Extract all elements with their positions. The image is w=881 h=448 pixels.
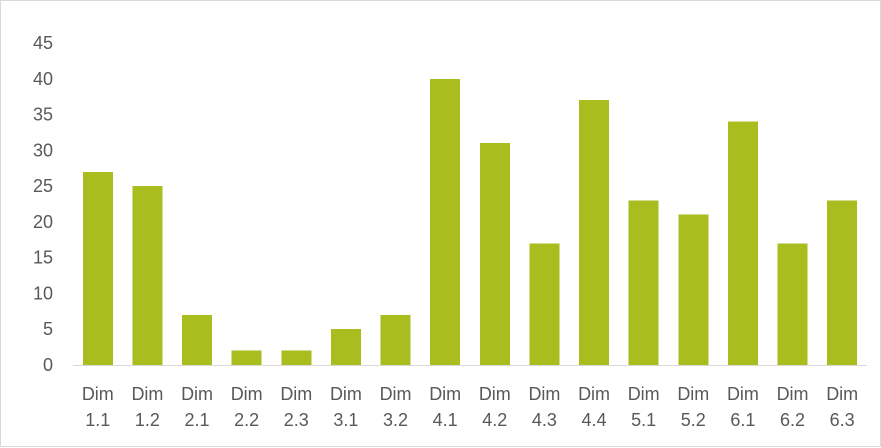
x-tick-label-line: 4.4 (582, 410, 607, 430)
x-tick-label: Dim 1.1 (82, 384, 114, 430)
bar (231, 350, 262, 365)
bar (132, 186, 163, 365)
x-tick-label-line: 3.1 (333, 410, 358, 430)
x-tick-label-line: 3.2 (383, 410, 408, 430)
x-tick-label: Dim 5.2 (677, 384, 709, 430)
x-tick-label: Dim 1.2 (131, 384, 163, 430)
x-tick-label: Dim 2.2 (231, 384, 263, 430)
x-tick-label-line: 5.2 (681, 410, 706, 430)
x-tick-label-line: 4.2 (482, 410, 507, 430)
x-tick-label: Dim 4.1 (429, 384, 461, 430)
x-tick-label-line: Dim (82, 384, 114, 404)
x-tick-label: Dim 4.3 (528, 384, 560, 430)
y-tick-label: 35 (33, 105, 53, 125)
x-tick-label-line: Dim (578, 384, 610, 404)
x-tick-label: Dim 3.2 (380, 384, 412, 430)
bar (678, 214, 709, 365)
x-tick-label: Dim 6.3 (826, 384, 858, 430)
bar (529, 243, 560, 365)
x-tick-label-line: 4.1 (433, 410, 458, 430)
x-tick-label-line: 1.2 (135, 410, 160, 430)
x-tick-label-line: Dim (429, 384, 461, 404)
x-tick-label: Dim 2.3 (280, 384, 312, 430)
bar (281, 350, 312, 365)
x-tick-label-line: Dim (330, 384, 362, 404)
y-tick-label: 20 (33, 212, 53, 232)
x-tick-label-line: 2.3 (284, 410, 309, 430)
x-tick-label: Dim 4.4 (578, 384, 610, 430)
x-tick-label-line: Dim (231, 384, 263, 404)
bar (479, 143, 510, 365)
y-tick-label: 25 (33, 176, 53, 196)
bar (827, 200, 858, 365)
bar (579, 100, 610, 365)
x-tick-label-line: 6.2 (780, 410, 805, 430)
x-tick-label-line: Dim (479, 384, 511, 404)
bar (777, 243, 808, 365)
bar (430, 78, 461, 366)
x-tick-label-line: Dim (181, 384, 213, 404)
x-tick-label-line: Dim (280, 384, 312, 404)
x-tick-label: Dim 5.1 (628, 384, 660, 430)
x-tick-label-line: 6.3 (830, 410, 855, 430)
bar (727, 121, 758, 365)
x-tick-label: Dim 2.1 (181, 384, 213, 430)
x-axis-tick-labels: Dim 1.1 Dim 1.2 Dim 2.1 Dim 2.2 Dim 2.3 Dim 3.1 Dim 3… (82, 384, 858, 430)
x-tick-label-line: 2.1 (185, 410, 210, 430)
y-tick-label: 5 (43, 319, 53, 339)
y-tick-label: 10 (33, 283, 53, 303)
x-tick-label-line: 1.1 (85, 410, 110, 430)
x-tick-label-line: 2.2 (234, 410, 259, 430)
x-tick-label-line: 5.1 (631, 410, 656, 430)
bar (628, 200, 659, 365)
bar (182, 314, 213, 365)
y-tick-label: 0 (43, 355, 53, 375)
x-tick-label-line: Dim (826, 384, 858, 404)
y-tick-label: 30 (33, 140, 53, 160)
x-tick-label: Dim 3.1 (330, 384, 362, 430)
x-tick-label-line: Dim (777, 384, 809, 404)
x-tick-label-line: 4.3 (532, 410, 557, 430)
x-tick-label: Dim 6.2 (777, 384, 809, 430)
x-tick-label-line: Dim (727, 384, 759, 404)
y-tick-label: 40 (33, 69, 53, 89)
y-tick-label: 15 (33, 248, 53, 268)
x-tick-label: Dim 6.1 (727, 384, 759, 430)
bars (82, 78, 858, 366)
bar (380, 314, 411, 365)
x-tick-label-line: Dim (380, 384, 412, 404)
x-tick-label-line: 6.1 (730, 410, 755, 430)
x-tick-label: Dim 4.2 (479, 384, 511, 430)
x-tick-label-line: Dim (628, 384, 660, 404)
x-tick-label-line: Dim (131, 384, 163, 404)
y-axis-tick-labels: 0 5 10 15 20 25 30 35 40 45 (33, 33, 53, 375)
bar (330, 329, 361, 365)
bar (82, 171, 113, 365)
x-tick-label-line: Dim (528, 384, 560, 404)
y-tick-label: 45 (33, 33, 53, 53)
x-tick-label-line: Dim (677, 384, 709, 404)
